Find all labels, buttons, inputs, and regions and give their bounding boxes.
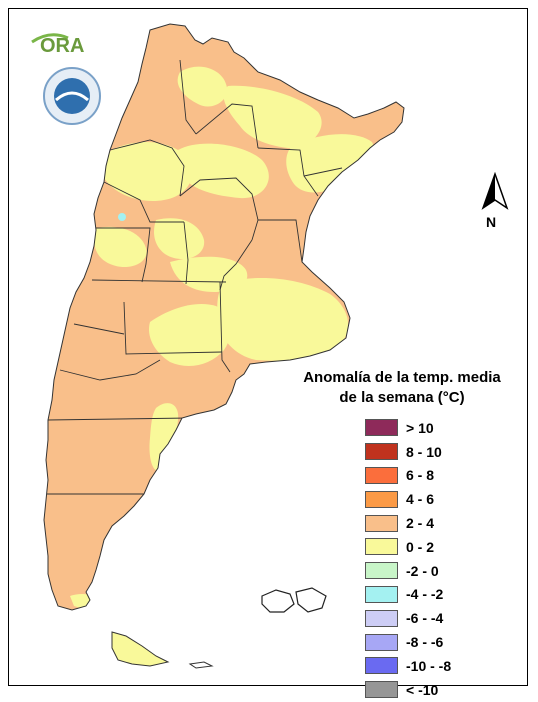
border-san-juan <box>96 227 151 283</box>
legend-label: 8 - 10 <box>406 443 442 460</box>
legend-item: > 10 <box>365 416 451 440</box>
legend-label: -8 - -6 <box>406 634 444 651</box>
legend-swatch <box>365 633 398 651</box>
border-buenos-aires-west <box>219 281 231 373</box>
legend-swatch <box>365 609 398 627</box>
north-arrow-icon <box>481 172 509 210</box>
legend-label: -2 - 0 <box>406 562 439 579</box>
legend-item: -10 - -8 <box>365 654 451 678</box>
legend-swatch <box>365 585 398 603</box>
zone-la-pampa <box>148 303 231 366</box>
legend-swatch <box>365 466 398 484</box>
isla-estados <box>188 661 214 669</box>
legend-swatch <box>365 657 398 675</box>
zone-central <box>154 218 205 260</box>
province-borders <box>44 59 343 495</box>
legend-swatch <box>365 419 398 437</box>
border-cordoba-west <box>183 221 189 285</box>
border-catamarca <box>109 139 185 197</box>
tierra-del-fuego <box>111 631 170 667</box>
anomaly-spot-cold <box>118 213 126 221</box>
zone-cuyo <box>94 226 147 268</box>
zone-north-central <box>223 85 322 149</box>
legend-item: 0 - 2 <box>365 535 451 559</box>
legend-label: > 10 <box>406 419 434 436</box>
border-santa-fe <box>219 239 253 291</box>
legend-swatch <box>365 562 398 580</box>
border-entre-rios <box>258 219 303 263</box>
legend-item: -4 - -2 <box>365 583 451 607</box>
smn-logo-icon <box>43 67 101 125</box>
legend-item: 8 - 10 <box>365 440 451 464</box>
legend-title-line2: de la semana (°C) <box>339 389 465 406</box>
legend-swatch <box>365 490 398 508</box>
legend: > 10 8 - 10 6 - 8 4 - 6 2 - 4 0 - 2 -2 - 0 -4 -… <box>365 416 451 702</box>
zone-chaco <box>174 143 269 199</box>
border-santiago <box>179 177 259 241</box>
legend-item: 6 - 8 <box>365 464 451 488</box>
malvinas-east <box>295 587 327 613</box>
border-la-rioja <box>103 181 184 223</box>
legend-item: < -10 <box>365 678 451 702</box>
legend-item: -6 - -4 <box>365 606 451 630</box>
legend-swatch <box>365 538 398 556</box>
legend-title-line1: Anomalía de la temp. media <box>303 369 501 386</box>
legend-label: 6 - 8 <box>406 467 435 484</box>
border-salta-formosa <box>195 103 259 149</box>
legend-item: 4 - 6 <box>365 487 451 511</box>
zone-patagonia-coast <box>149 403 179 471</box>
legend-title: Anomalía de la temp. media de la semana … <box>282 368 522 408</box>
legend-label: 4 - 6 <box>406 491 435 508</box>
legend-item: -8 - -6 <box>365 630 451 654</box>
zone-northwest-andes <box>101 142 192 202</box>
legend-label: 0 - 2 <box>406 538 435 555</box>
zone-north-west <box>177 66 228 107</box>
legend-label: -6 - -4 <box>406 610 444 627</box>
zone-pampa <box>217 278 349 361</box>
ora-logo: ORA <box>31 33 84 57</box>
border-jujuy-salta <box>179 59 197 135</box>
legend-label: 2 - 4 <box>406 515 435 532</box>
border-pampa-north <box>91 279 227 283</box>
border-neuquen <box>73 323 125 335</box>
border-chubut <box>47 417 191 421</box>
legend-item: 2 - 4 <box>365 511 451 535</box>
legend-swatch <box>365 514 398 532</box>
border-la-pampa <box>123 301 223 355</box>
legend-label: -10 - -8 <box>406 657 452 674</box>
border-rio-negro <box>59 359 161 381</box>
legend-swatch <box>365 443 398 461</box>
islas-malvinas <box>261 587 327 613</box>
border-corrientes-misiones <box>303 167 343 177</box>
legend-item: -2 - 0 <box>365 559 451 583</box>
malvinas-west <box>261 589 295 613</box>
north-label: N <box>486 214 497 230</box>
legend-label: -4 - -2 <box>406 586 444 603</box>
legend-label: < -10 <box>406 681 439 698</box>
ora-logo-text: ORA <box>40 35 84 57</box>
border-chaco <box>257 147 319 197</box>
